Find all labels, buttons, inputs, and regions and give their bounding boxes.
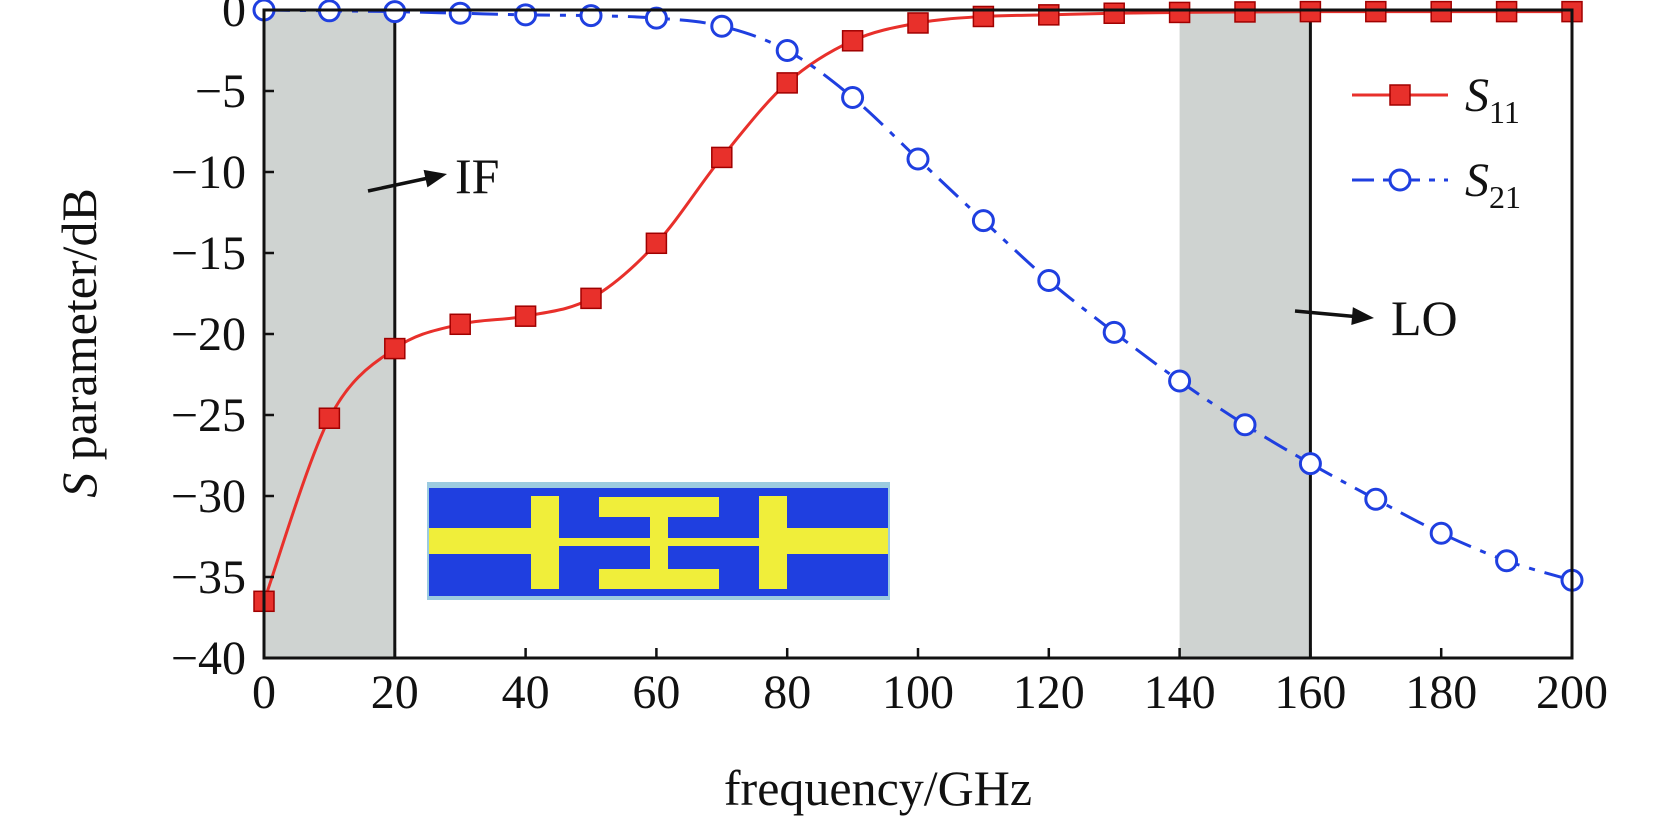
annotation-arrow-shaft — [367, 175, 434, 193]
annotations: IF LO — [367, 148, 1458, 346]
y-tick-label: −35 — [171, 551, 246, 604]
data-point-s11 — [776, 72, 798, 94]
x-tick-label: 80 — [763, 666, 811, 719]
data-point-s21 — [1364, 487, 1388, 511]
x-tick-label: 180 — [1405, 666, 1477, 719]
data-point-s21 — [1233, 413, 1257, 437]
annotation-lo: LO — [1391, 290, 1458, 346]
x-tick-label: 20 — [371, 666, 419, 719]
inset-stub-right — [759, 496, 787, 589]
legend-marker-s21 — [1388, 168, 1412, 192]
data-point-s21 — [841, 85, 865, 109]
data-point-s21 — [971, 209, 995, 233]
data-point-s21 — [710, 14, 734, 38]
data-point-s21 — [1168, 369, 1192, 393]
inset-mid-post — [650, 517, 668, 569]
x-axis-label: frequency/GHz — [724, 760, 1032, 816]
data-point-s11 — [1495, 0, 1518, 23]
data-point-s11 — [449, 313, 471, 336]
x-tick-label: 140 — [1144, 666, 1216, 719]
data-point-s11 — [711, 146, 733, 169]
data-point-s11 — [580, 287, 602, 310]
inset-feed-right — [785, 528, 888, 554]
y-tick-label: −15 — [171, 227, 246, 280]
legend-label-subscript: 11 — [1489, 94, 1520, 130]
annotation-arrow-head — [423, 169, 447, 188]
data-point-s11 — [1430, 0, 1452, 23]
legend-label-symbol: S — [1465, 69, 1489, 122]
y-tick-label: −20 — [171, 308, 246, 361]
y-tick-label: −25 — [171, 389, 246, 442]
shaded-band-1 — [1179, 10, 1311, 658]
y-tick-label: 0 — [222, 0, 246, 37]
data-point-s21 — [1298, 452, 1322, 476]
shaded-bands — [264, 10, 1311, 658]
annotation-arrow-shaft — [1294, 309, 1361, 319]
inset-feed-left — [429, 528, 533, 554]
data-point-s11 — [1365, 0, 1387, 23]
data-point-s11 — [1299, 0, 1322, 23]
data-point-s11 — [384, 337, 406, 360]
data-point-s11 — [1168, 1, 1191, 24]
x-tick-label: 200 — [1536, 666, 1608, 719]
x-tick-label: 160 — [1274, 666, 1346, 719]
y-axis-label-symbol: S — [51, 473, 107, 498]
data-point-s11 — [1103, 2, 1125, 24]
axis-tick-labels: 0 20 40 60 80 100 120 140 160 180 200 0 −5 −10 −15 −20 −… — [171, 0, 1608, 719]
data-point-s21 — [644, 6, 668, 30]
data-point-s11 — [1234, 1, 1256, 23]
data-point-s21 — [906, 147, 930, 171]
data-point-s21 — [1037, 269, 1061, 293]
annotation-arrow-head — [1351, 307, 1374, 326]
data-point-s21 — [1429, 521, 1453, 545]
legend-label-subscript: 21 — [1489, 179, 1521, 215]
band-edge-lines — [393, 10, 1312, 658]
data-point-s11 — [645, 232, 668, 255]
y-tick-label: −5 — [195, 65, 246, 118]
y-tick-label: −10 — [171, 146, 246, 199]
x-tick-label: 120 — [1013, 666, 1085, 719]
x-tick-label: 60 — [632, 666, 680, 719]
y-tick-label: −40 — [171, 632, 246, 685]
data-point-s11 — [318, 407, 341, 429]
y-tick-label: −30 — [171, 470, 246, 523]
legend-label-symbol: S — [1465, 154, 1489, 207]
y-axis-label: S parameter/dB — [51, 188, 107, 498]
data-point-s11 — [841, 30, 864, 52]
data-point-s11 — [907, 12, 929, 34]
legend-label-s11: S11 — [1465, 69, 1520, 130]
shaded-band-0 — [264, 10, 395, 658]
data-point-s21 — [1102, 320, 1126, 344]
legend-marker-s11 — [1389, 84, 1411, 106]
x-tick-label: 100 — [882, 666, 954, 719]
legend-label-s21: S21 — [1465, 154, 1521, 215]
inset-bottom-bar — [599, 569, 719, 589]
x-tick-label: 0 — [252, 666, 276, 719]
data-point-s21 — [514, 3, 538, 27]
series-line-s21 — [263, 8, 1573, 582]
circuit-inset — [427, 482, 890, 600]
data-point-s21 — [775, 39, 799, 62]
axis-ticks — [262, 8, 1574, 660]
x-tick-label: 40 — [502, 666, 550, 719]
data-point-s21 — [383, 0, 407, 24]
data-point-s21 — [448, 1, 472, 25]
inset-stub-left — [531, 496, 559, 589]
data-point-s11 — [1038, 4, 1060, 26]
inset-top-bar — [599, 497, 719, 517]
annotation-if: IF — [455, 148, 499, 204]
data-point-s11 — [514, 305, 537, 327]
data-point-s21 — [1495, 549, 1519, 573]
y-axis-label-text: parameter/dB — [51, 188, 107, 473]
